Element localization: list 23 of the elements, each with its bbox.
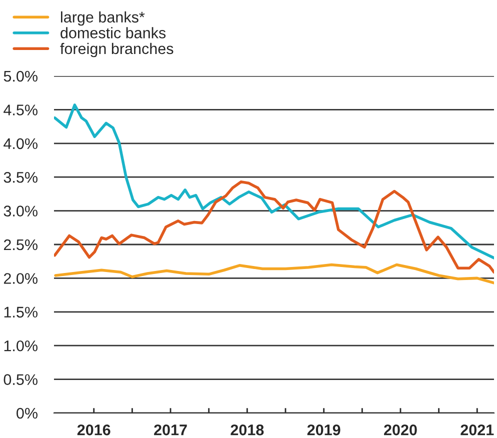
y-tick-label: 0% [16, 408, 38, 419]
y-tick-label: 0.5% [4, 374, 38, 385]
line-series [54, 180, 494, 274]
x-tick-label: 2018 [230, 424, 264, 436]
x-tick-label: 2017 [154, 424, 187, 436]
y-tick-label: 2.0% [4, 273, 38, 284]
y-tick-label: 1.0% [4, 340, 38, 352]
legend-label: foreign branches [60, 42, 174, 58]
x-tick-label: 2019 [307, 424, 340, 436]
y-tick-label: 1.5% [4, 306, 38, 318]
legend-label: domestic banks [60, 27, 166, 38]
x-tick-label: 2020 [384, 424, 417, 436]
line-series [54, 104, 494, 260]
legend-label: large banks* [61, 11, 145, 26]
y-tick-label: 5.0% [4, 70, 38, 82]
y-tick-label: 4.0% [4, 138, 38, 150]
y-tick-label: 2.5% [4, 239, 38, 250]
y-tick-label: 4.5% [4, 104, 38, 116]
y-tick-label: 3.0% [4, 206, 38, 216]
x-tick-label: 2021 [460, 424, 494, 436]
line-series [54, 263, 494, 284]
x-tick-label: 2016 [77, 424, 110, 436]
y-tick-label: 3.5% [4, 172, 38, 183]
